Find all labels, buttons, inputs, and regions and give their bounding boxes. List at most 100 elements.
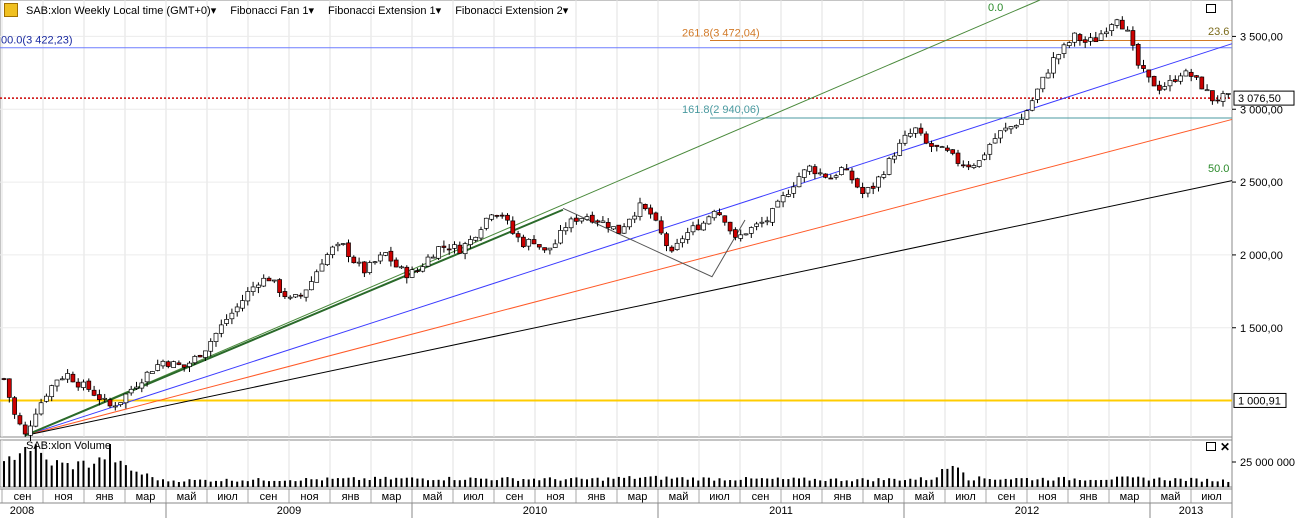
candle-body <box>701 222 706 231</box>
candle-body <box>1151 75 1157 87</box>
candle-body <box>1157 84 1162 91</box>
volume-bar <box>511 478 514 487</box>
candle-body <box>330 246 335 255</box>
candle-body <box>1172 79 1178 82</box>
volume-bar <box>957 467 959 487</box>
candle-body <box>314 271 320 283</box>
candle-body <box>473 236 479 241</box>
month-tick-label: мар <box>136 491 156 503</box>
candle-body <box>505 214 510 221</box>
candle-body <box>81 381 86 388</box>
candle-body <box>377 254 383 262</box>
volume-bar <box>18 453 21 487</box>
volume-bar <box>654 475 657 487</box>
candle-body <box>1194 75 1199 78</box>
volume-bar <box>1184 480 1187 487</box>
volume-bar <box>1116 476 1118 487</box>
volume-bar <box>829 478 832 487</box>
volume-bar <box>188 479 191 487</box>
year-tick-label: 2011 <box>769 505 793 517</box>
volume-bar <box>639 477 641 487</box>
candle-body <box>674 242 680 250</box>
candle-body <box>415 270 420 272</box>
candle-body <box>706 216 712 225</box>
last-price-label: 3 076,50 <box>1238 93 1281 105</box>
chart-title[interactable]: SAB:xlon Weekly Local time (GMT+0)▾ <box>26 4 217 17</box>
volume-bars-group <box>3 444 1230 487</box>
fan-label-0: 0.0 <box>988 2 1003 14</box>
candle-body <box>563 227 569 232</box>
candle-body <box>801 169 807 178</box>
volume-bar <box>803 477 806 487</box>
volume-bar <box>172 480 175 487</box>
volume-bar <box>702 477 705 487</box>
volume-bar <box>665 476 668 487</box>
candle-body <box>642 203 648 210</box>
volume-bar <box>13 459 16 487</box>
candle-body <box>1082 39 1088 43</box>
volume-bar <box>1015 478 1018 487</box>
candle-body <box>208 341 214 352</box>
candle-body <box>54 379 60 387</box>
candle-body <box>102 397 108 400</box>
candle-body <box>881 174 887 178</box>
candle-body <box>346 242 351 258</box>
volume-bar <box>257 478 260 487</box>
candle-body <box>49 385 55 398</box>
month-tick-label: ноя <box>54 491 72 503</box>
candle-body <box>960 164 966 167</box>
candle-body <box>1051 57 1056 74</box>
indicator-fib-ext-2[interactable]: Fibonacci Extension 2▾ <box>455 4 569 17</box>
volume-bar <box>98 457 101 487</box>
candle-body <box>1215 99 1221 102</box>
volume-bar <box>596 477 599 487</box>
volume-bar <box>575 477 578 487</box>
candle-body <box>616 224 622 234</box>
volume-bar <box>909 478 912 487</box>
volume-bar <box>543 478 546 487</box>
volume-maximize-icon[interactable] <box>1206 442 1216 451</box>
year-tick-label: 2012 <box>1015 505 1039 517</box>
volume-bar <box>776 477 779 487</box>
candle-body <box>436 246 441 259</box>
candle-body <box>733 229 738 238</box>
indicator-fib-ext-1[interactable]: Fibonacci Extension 1▾ <box>328 4 442 17</box>
candle-body <box>1178 75 1183 82</box>
candle-body <box>1220 93 1226 102</box>
candle-body <box>526 239 532 247</box>
volume-bar <box>1121 476 1124 487</box>
candle-body <box>271 279 277 282</box>
volume-close-icon[interactable]: ✕ <box>1220 440 1231 454</box>
volume-bar <box>548 477 551 487</box>
volume-bar <box>782 479 785 487</box>
candles-group <box>1 16 1231 442</box>
volume-bar <box>56 460 58 487</box>
volume-bar <box>82 460 85 487</box>
candle-body <box>91 389 97 396</box>
candle-body <box>38 402 44 415</box>
volume-bar <box>819 480 822 487</box>
candle-body <box>256 284 261 288</box>
volume-bar <box>1057 477 1060 487</box>
candle-body <box>144 371 150 383</box>
volume-bar <box>24 446 27 487</box>
month-tick-label: ноя <box>1038 491 1056 503</box>
candle-body <box>430 256 436 259</box>
volume-bar <box>1084 480 1087 487</box>
candle-body <box>340 243 346 245</box>
volume-bar <box>930 479 933 487</box>
volume-bar <box>326 477 329 487</box>
indicator-fib-fan[interactable]: Fibonacci Fan 1▾ <box>230 4 315 17</box>
candle-body <box>648 207 653 215</box>
volume-bar <box>739 479 742 487</box>
volume-bar <box>427 480 429 487</box>
candle-body <box>929 143 934 147</box>
volume-bar <box>299 480 302 487</box>
maximize-icon[interactable] <box>1206 4 1216 13</box>
volume-bar <box>882 480 885 487</box>
instrument-logo-icon <box>4 3 18 17</box>
month-tick-label: янв <box>1080 491 1098 503</box>
volume-bar <box>861 478 864 487</box>
volume-bar <box>1052 480 1055 487</box>
